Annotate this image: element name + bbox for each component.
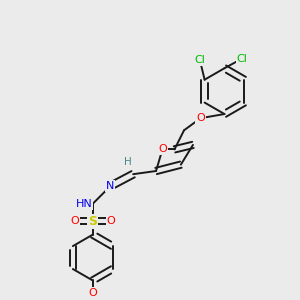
Text: O: O <box>107 216 116 226</box>
Text: Cl: Cl <box>194 55 205 65</box>
Text: HN: HN <box>75 199 92 209</box>
Text: N: N <box>106 181 114 191</box>
Text: S: S <box>88 215 97 228</box>
Text: O: O <box>158 144 167 154</box>
Text: H: H <box>124 157 132 167</box>
Text: Cl: Cl <box>236 54 247 64</box>
Text: O: O <box>70 216 79 226</box>
Text: O: O <box>196 113 205 123</box>
Text: O: O <box>88 288 97 298</box>
